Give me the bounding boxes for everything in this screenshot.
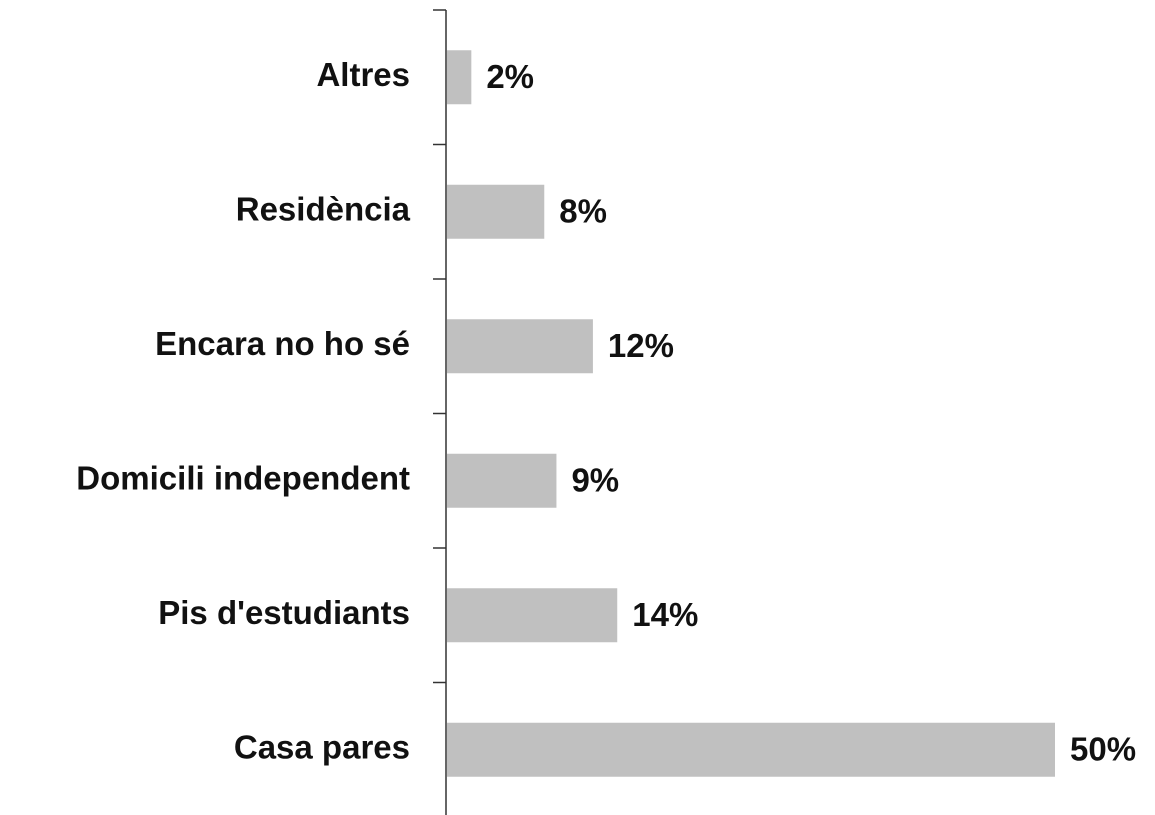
bar <box>447 319 593 374</box>
bar <box>447 50 472 105</box>
data-label: 8% <box>559 192 607 229</box>
data-label: 9% <box>571 461 619 498</box>
y-tick-label: Altres <box>316 56 410 93</box>
y-tick-label: Pis d'estudiants <box>158 594 410 631</box>
bar <box>447 453 557 508</box>
data-label: 14% <box>632 596 698 633</box>
y-tick-label: Casa pares <box>234 728 410 765</box>
data-label: 50% <box>1070 730 1136 767</box>
bar <box>447 588 618 643</box>
data-label: 12% <box>608 327 674 364</box>
bar <box>447 722 1055 777</box>
data-label: 2% <box>486 58 534 95</box>
y-tick-label: Domicili independent <box>76 459 410 496</box>
y-tick-label: Encara no ho sé <box>155 325 410 362</box>
y-tick-label: Residència <box>236 190 411 227</box>
bar <box>447 184 545 239</box>
